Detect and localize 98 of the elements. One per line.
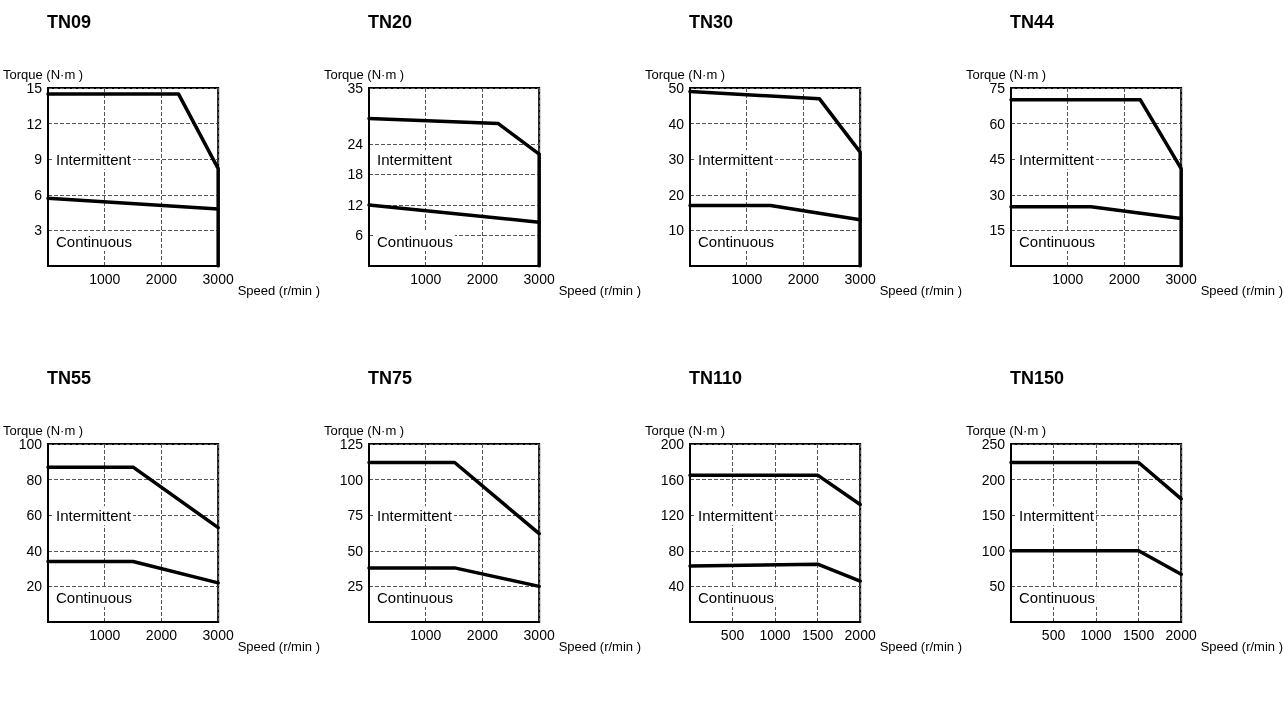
x-tick-label: 1000 (410, 271, 442, 287)
y-tick-label: 50 (989, 578, 1006, 595)
y-tick-label: 40 (668, 115, 685, 132)
annotation: Intermittent (377, 151, 453, 169)
x-axis-title: Speed (r/min ) (1200, 639, 1283, 654)
y-tick-label: 80 (668, 542, 685, 559)
x-tick-label: 2000 (145, 271, 178, 287)
y-tick-label: 200 (981, 471, 1006, 488)
y-tick-label: 6 (34, 186, 43, 203)
annotation: Continuous (377, 589, 453, 607)
y-axis-title: Torque (N·m ) (324, 67, 405, 83)
y-tick-label: 120 (660, 507, 685, 524)
annotation: Continuous (698, 233, 774, 251)
chart-title: TN44 (1010, 12, 1055, 32)
x-tick-label: 2000 (145, 627, 178, 643)
y-axis-title: Torque (N·m ) (3, 423, 84, 439)
x-axis-title: Speed (r/min ) (558, 283, 641, 298)
x-tick-label: 2000 (1165, 627, 1197, 643)
x-tick-label: 3000 (523, 271, 555, 287)
annotation: Continuous (377, 233, 453, 251)
y-tick-label: 9 (34, 151, 43, 168)
y-tick-label: 6 (355, 227, 364, 244)
x-tick-label: 1000 (1052, 271, 1084, 287)
x-tick-label: 1500 (1123, 627, 1155, 643)
y-tick-label: 24 (347, 135, 364, 152)
y-tick-label: 3 (34, 222, 43, 239)
annotation: Continuous (56, 589, 132, 607)
y-tick-label: 10 (668, 222, 685, 239)
y-tick-label: 18 (347, 166, 364, 183)
x-tick-label: 3000 (202, 627, 234, 643)
annotation: Intermittent (1019, 507, 1095, 525)
annotation: Intermittent (698, 507, 774, 525)
y-tick-label: 12 (347, 196, 364, 213)
y-tick-label: 50 (347, 542, 364, 559)
x-axis-title: Speed (r/min ) (237, 639, 320, 654)
x-tick-label: 3000 (844, 271, 876, 287)
chart-title: TN30 (689, 12, 734, 32)
chart-title: TN20 (368, 12, 413, 32)
x-tick-label: 1000 (759, 627, 791, 643)
annotation: Intermittent (377, 507, 453, 525)
y-tick-label: 60 (26, 507, 43, 524)
annotation: Intermittent (56, 151, 132, 169)
x-tick-label: 2000 (844, 627, 876, 643)
x-tick-label: 2000 (1108, 271, 1141, 287)
y-tick-label: 25 (347, 578, 364, 595)
chart-title: TN110 (689, 368, 743, 388)
x-tick-label: 2000 (466, 271, 499, 287)
x-tick-label: 2000 (787, 271, 820, 287)
y-tick-label: 30 (668, 151, 685, 168)
y-tick-label: 40 (668, 578, 685, 595)
y-tick-label: 12 (26, 115, 43, 132)
x-tick-label: 2000 (466, 627, 499, 643)
y-tick-label: 100 (981, 542, 1006, 559)
x-tick-label: 3000 (202, 271, 234, 287)
x-axis-title: Speed (r/min ) (558, 639, 641, 654)
y-axis-title: Torque (N·m ) (645, 423, 726, 439)
x-tick-label: 500 (720, 627, 745, 643)
annotation: Intermittent (698, 151, 774, 169)
y-tick-label: 75 (347, 507, 364, 524)
annotation: Continuous (1019, 589, 1095, 607)
y-axis-title: Torque (N·m ) (324, 423, 405, 439)
x-tick-label: 1000 (89, 627, 121, 643)
y-tick-label: 100 (339, 471, 364, 488)
x-tick-label: 3000 (523, 627, 555, 643)
chart-title: TN09 (47, 12, 92, 32)
x-axis-title: Speed (r/min ) (1200, 283, 1283, 298)
y-tick-label: 80 (26, 471, 43, 488)
y-axis-title: Torque (N·m ) (645, 67, 726, 83)
chart-title: TN150 (1010, 368, 1065, 388)
y-tick-label: 150 (981, 507, 1006, 524)
x-tick-label: 1000 (731, 271, 763, 287)
y-tick-label: 40 (26, 542, 43, 559)
x-tick-label: 1000 (1080, 627, 1112, 643)
annotation: Continuous (1019, 233, 1095, 251)
y-tick-label: 45 (989, 151, 1006, 168)
x-tick-label: 1000 (89, 271, 121, 287)
y-axis-title: Torque (N·m ) (3, 67, 84, 83)
y-tick-label: 15 (989, 222, 1006, 239)
x-tick-label: 1500 (802, 627, 834, 643)
y-axis-title: Torque (N·m ) (966, 423, 1047, 439)
annotation: Continuous (56, 233, 132, 251)
x-tick-label: 500 (1041, 627, 1066, 643)
y-tick-label: 30 (989, 186, 1006, 203)
y-tick-label: 20 (26, 578, 43, 595)
y-tick-label: 160 (660, 471, 685, 488)
x-tick-label: 3000 (1165, 271, 1197, 287)
chart-title: TN55 (47, 368, 92, 388)
annotation: Intermittent (1019, 151, 1095, 169)
x-tick-label: 1000 (410, 627, 442, 643)
annotation: Continuous (698, 589, 774, 607)
annotation: Intermittent (56, 507, 132, 525)
y-tick-label: 20 (668, 186, 685, 203)
chart-title: TN75 (368, 368, 413, 388)
x-axis-title: Speed (r/min ) (237, 283, 320, 298)
y-axis-title: Torque (N·m ) (966, 67, 1047, 83)
x-axis-title: Speed (r/min ) (879, 283, 962, 298)
y-tick-label: 60 (989, 115, 1006, 132)
x-axis-title: Speed (r/min ) (879, 639, 962, 654)
